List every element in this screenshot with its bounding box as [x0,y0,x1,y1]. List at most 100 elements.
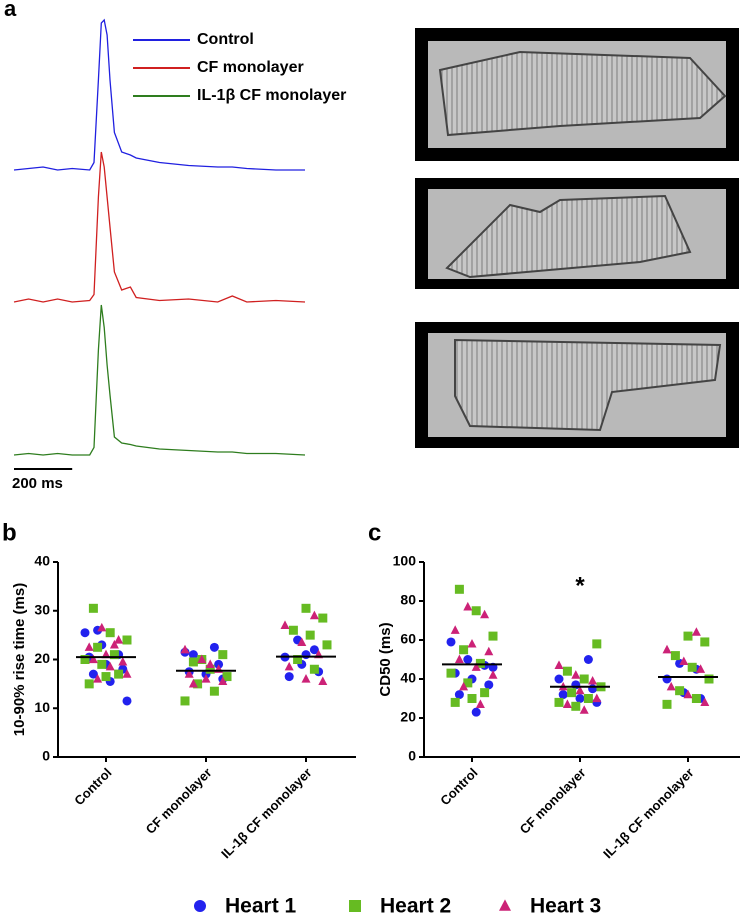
point [467,694,477,703]
point [683,631,693,641]
point [201,674,211,683]
point [675,686,685,696]
y-tick-label: 30 [34,601,50,617]
legend-marker [499,899,511,911]
point [463,678,473,688]
point [180,696,190,706]
x-tick-label: Control [437,765,480,808]
point [558,690,568,700]
point [471,606,481,616]
point [80,628,90,638]
point [475,699,485,708]
point [318,676,328,686]
point [180,644,190,654]
point [704,674,714,684]
annotation: * [575,573,585,600]
point [592,639,602,649]
scale-bar-label: 200 ms [12,475,63,492]
point [293,655,303,664]
point [309,610,319,620]
point [446,637,456,647]
point [554,697,564,707]
y-tick-label: 0 [42,748,50,764]
point [480,688,490,698]
point [197,654,207,664]
point [93,642,103,652]
point [309,645,319,655]
point [575,694,585,703]
x-tick-label: CF monolayer [143,765,215,837]
point [309,664,319,674]
point [579,705,589,714]
cell [445,194,692,279]
legend-label: Control [197,31,254,48]
point [662,674,672,684]
point [301,674,311,683]
panel-label: b [2,519,17,546]
point [280,620,290,629]
trace [13,151,306,303]
point [691,627,701,636]
x-tick-label: CF monolayer [517,765,589,837]
point [463,655,473,664]
point [297,637,307,647]
point [454,690,464,700]
point [114,669,124,679]
y-tick-label: 60 [400,631,416,647]
legend-label: Heart 1 [225,895,297,918]
point [88,654,98,664]
x-tick-label: IL-1β CF monolayer [218,765,314,861]
point [122,696,132,706]
point [583,655,593,664]
point [463,601,473,611]
y-axis-label: CD50 (ms) [377,622,394,696]
point [488,670,498,679]
point [122,635,132,645]
point [454,584,464,594]
trace [13,304,306,456]
point [562,699,572,708]
point [122,669,132,678]
legend-label: Heart 3 [530,895,601,918]
point [218,676,228,686]
y-tick-label: 80 [400,592,416,608]
point [105,628,115,638]
point [80,655,90,664]
point [97,622,107,632]
point [450,625,460,634]
point [301,603,311,613]
point [588,684,598,694]
cell [438,50,727,137]
point [571,701,581,711]
point [662,644,672,654]
y-tick-label: 40 [400,670,416,686]
point [109,650,119,660]
point [184,669,194,678]
point [700,697,710,706]
point [666,681,676,691]
y-axis-label: 10-90% rise time (ms) [11,583,28,736]
point [571,670,581,679]
point [284,661,294,671]
point [575,685,585,695]
point [700,637,710,647]
point [222,672,232,682]
point [84,679,94,689]
point [301,650,311,660]
point [592,693,602,703]
point [114,635,124,644]
point [484,646,494,656]
point [567,688,577,698]
cell-images [415,28,739,448]
point [554,660,564,669]
point [193,679,203,689]
legend-marker [194,900,206,912]
point [446,668,456,678]
cell [454,338,722,432]
point [109,639,119,649]
point [205,659,215,668]
point [683,689,693,699]
point [696,664,706,673]
point [205,664,215,674]
